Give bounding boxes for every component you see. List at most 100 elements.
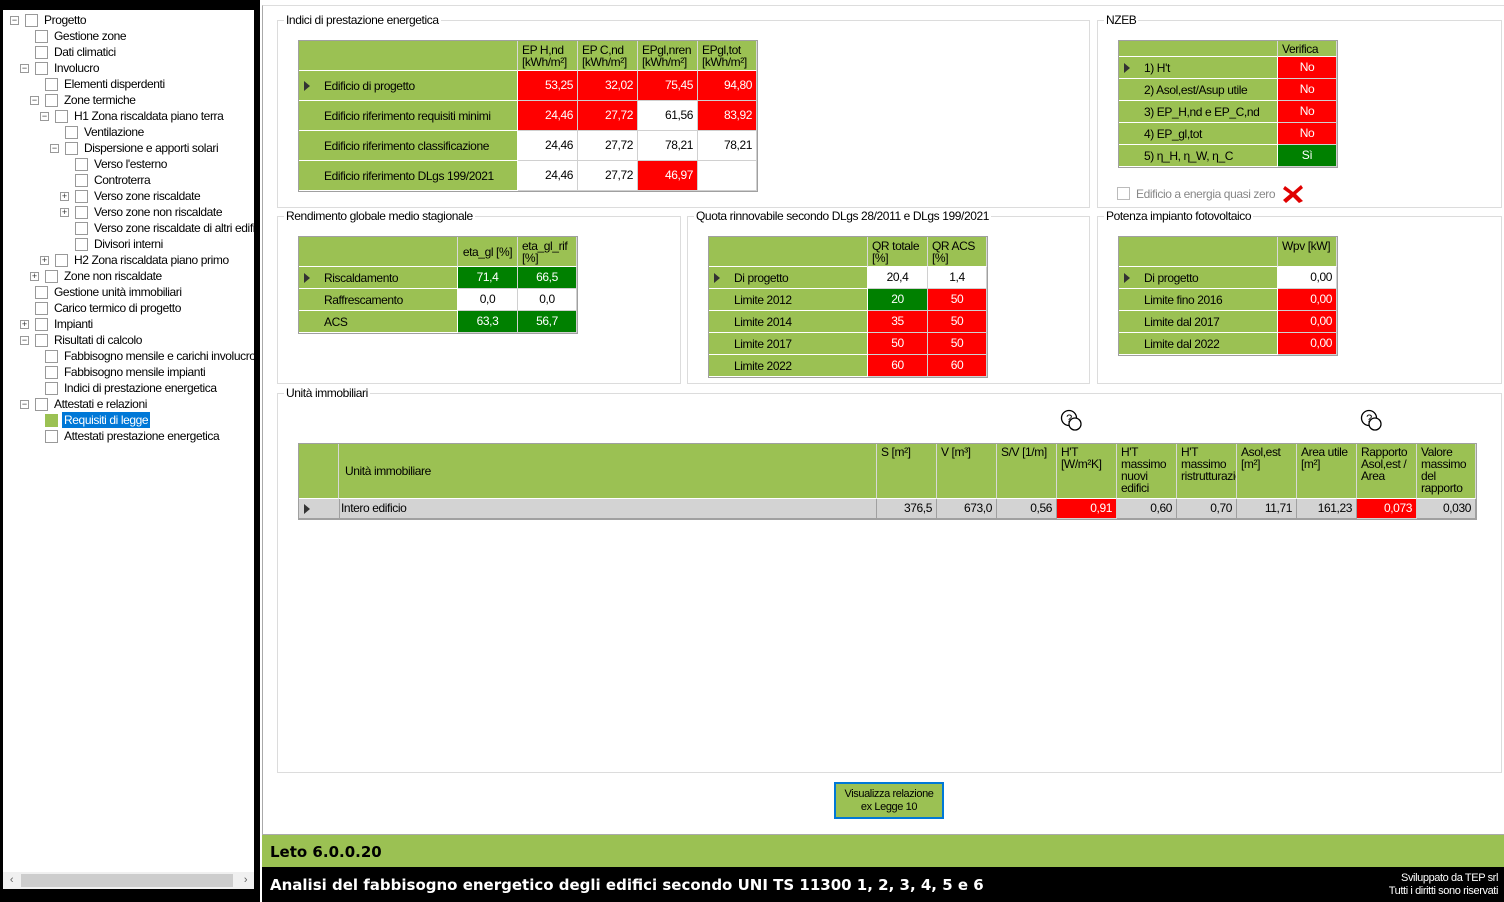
data-cell[interactable]: 61,56 xyxy=(638,101,698,131)
tree-item[interactable]: Elementi disperdenti xyxy=(3,76,254,92)
data-cell[interactable]: Sì xyxy=(1278,145,1337,167)
data-cell[interactable]: 27,72 xyxy=(578,161,638,191)
tree-item[interactable]: Gestione zone xyxy=(3,28,254,44)
row-header[interactable]: ACS xyxy=(299,311,458,333)
data-cell[interactable]: 376,5 xyxy=(877,499,937,519)
data-cell[interactable]: 78,21 xyxy=(638,131,698,161)
tree-item[interactable]: − Dispersione e apporti solari xyxy=(3,140,254,156)
tree-checkbox[interactable] xyxy=(35,46,48,59)
tree-checkbox[interactable] xyxy=(75,174,88,187)
project-tree[interactable]: − Progetto Gestione zone Dati climatici − Inv… xyxy=(3,10,254,872)
tree-checkbox[interactable] xyxy=(45,270,58,283)
data-cell[interactable]: No xyxy=(1278,79,1337,101)
tree-checkbox[interactable] xyxy=(55,110,68,123)
row-header[interactable]: Di progetto xyxy=(1119,267,1278,289)
data-cell[interactable]: 50 xyxy=(868,333,928,355)
scroll-right-icon[interactable]: › xyxy=(243,874,248,886)
row-header[interactable]: Limite 2022 xyxy=(709,355,868,377)
data-cell[interactable]: 78,21 xyxy=(698,131,757,161)
collapse-icon[interactable]: − xyxy=(30,95,39,105)
tree-item[interactable]: − Risultati di calcolo xyxy=(3,332,254,348)
data-cell[interactable]: 1,4 xyxy=(928,267,987,289)
data-cell[interactable]: 50 xyxy=(928,311,987,333)
data-cell[interactable]: 94,80 xyxy=(698,71,757,101)
tree-checkbox[interactable] xyxy=(35,30,48,43)
tree-checkbox[interactable] xyxy=(45,350,58,363)
tree-item[interactable]: Attestati prestazione energetica xyxy=(3,428,254,444)
row-header[interactable]: Edificio riferimento DLgs 199/2021 xyxy=(299,161,518,191)
data-cell[interactable]: 0,00 xyxy=(1278,267,1337,289)
row-header[interactable]: Raffrescamento xyxy=(299,289,458,311)
data-cell[interactable]: 35 xyxy=(868,311,928,333)
tree-item[interactable]: Divisori interni xyxy=(3,236,254,252)
tree-item[interactable]: − H1 Zona riscaldata piano terra xyxy=(3,108,254,124)
expand-icon[interactable]: + xyxy=(30,271,39,281)
data-cell[interactable]: 0,0 xyxy=(518,289,577,311)
collapse-icon[interactable]: − xyxy=(20,399,29,409)
data-cell[interactable]: 0,00 xyxy=(1278,311,1337,333)
data-cell[interactable]: 20 xyxy=(868,289,928,311)
row-header[interactable]: Di progetto xyxy=(709,267,868,289)
tree-item[interactable]: Fabbisogno mensile impianti xyxy=(3,364,254,380)
data-cell[interactable]: 0,00 xyxy=(1278,289,1337,311)
tree-checkbox[interactable] xyxy=(35,318,48,331)
help-chat-icon[interactable]: ? xyxy=(1060,409,1084,433)
tree-item[interactable]: + Impianti xyxy=(3,316,254,332)
collapse-icon[interactable]: − xyxy=(20,63,29,73)
help-chat-icon[interactable]: ? xyxy=(1360,409,1384,433)
tree-checkbox[interactable] xyxy=(75,190,88,203)
tree-item[interactable]: Verso l'esterno xyxy=(3,156,254,172)
data-cell[interactable]: 27,72 xyxy=(578,101,638,131)
tree-checkbox[interactable] xyxy=(45,94,58,107)
tree-horizontal-scrollbar[interactable]: ‹ › xyxy=(3,872,254,889)
row-header[interactable]: Edificio riferimento classificazione xyxy=(299,131,518,161)
data-cell[interactable]: No xyxy=(1278,123,1337,145)
data-cell[interactable]: 63,3 xyxy=(458,311,518,333)
tree-checkbox[interactable] xyxy=(75,222,88,235)
data-cell[interactable]: 32,02 xyxy=(578,71,638,101)
row-header[interactable]: Limite fino 2016 xyxy=(1119,289,1278,311)
data-cell[interactable]: 66,5 xyxy=(518,267,577,289)
row-header[interactable]: Limite dal 2022 xyxy=(1119,333,1278,355)
data-cell[interactable]: 24,46 xyxy=(518,131,578,161)
row-header[interactable]: Intero edificio xyxy=(299,499,877,519)
expand-icon[interactable]: + xyxy=(40,255,49,265)
row-header[interactable]: Edificio di progetto xyxy=(299,71,518,101)
row-header[interactable]: Riscaldamento xyxy=(299,267,458,289)
data-cell[interactable]: 24,46 xyxy=(518,161,578,191)
scroll-left-icon[interactable]: ‹ xyxy=(9,874,14,886)
data-cell[interactable]: 46,97 xyxy=(638,161,698,191)
data-cell[interactable]: 0,0 xyxy=(458,289,518,311)
tree-checkbox[interactable] xyxy=(45,382,58,395)
tree-item[interactable]: Ventilazione xyxy=(3,124,254,140)
row-header[interactable]: Limite 2014 xyxy=(709,311,868,333)
data-cell[interactable]: 83,92 xyxy=(698,101,757,131)
row-header[interactable]: 2) Asol,est/Asup utile xyxy=(1119,79,1278,101)
tree-checkbox[interactable] xyxy=(35,398,48,411)
data-cell[interactable]: 53,25 xyxy=(518,71,578,101)
data-cell[interactable]: No xyxy=(1278,57,1337,79)
tree-checkbox[interactable] xyxy=(75,158,88,171)
row-header[interactable]: Edificio riferimento requisiti minimi xyxy=(299,101,518,131)
tree-item[interactable]: Dati climatici xyxy=(3,44,254,60)
data-cell[interactable]: 60 xyxy=(868,355,928,377)
data-cell[interactable]: 50 xyxy=(928,333,987,355)
tree-checkbox[interactable] xyxy=(45,366,58,379)
data-cell[interactable]: 11,71 xyxy=(1237,499,1297,519)
tree-item[interactable]: Verso zone riscaldate di altri edifici xyxy=(3,220,254,236)
data-cell[interactable]: 75,45 xyxy=(638,71,698,101)
data-cell[interactable] xyxy=(698,161,757,191)
collapse-icon[interactable]: − xyxy=(50,143,59,153)
tree-item[interactable]: Controterra xyxy=(3,172,254,188)
data-cell[interactable]: 71,4 xyxy=(458,267,518,289)
tree-checkbox[interactable] xyxy=(45,414,58,427)
tree-item[interactable]: − Progetto xyxy=(3,12,254,28)
tree-checkbox[interactable] xyxy=(65,126,78,139)
collapse-icon[interactable]: − xyxy=(10,15,19,25)
expand-icon[interactable]: + xyxy=(20,319,29,329)
tree-item[interactable]: Fabbisogno mensile e carichi involucro xyxy=(3,348,254,364)
tree-checkbox[interactable] xyxy=(35,334,48,347)
data-cell[interactable]: 0,56 xyxy=(997,499,1057,519)
tree-item[interactable]: − Attestati e relazioni xyxy=(3,396,254,412)
data-cell[interactable]: 0,91 xyxy=(1057,499,1117,519)
